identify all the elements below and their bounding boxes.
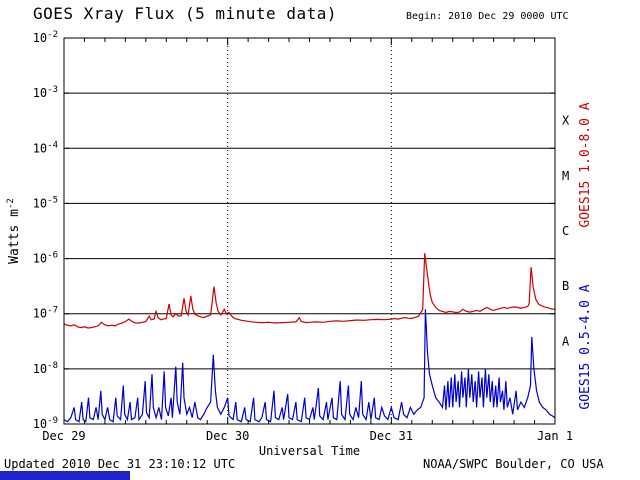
chart-title: GOES Xray Flux (5 minute data) <box>33 4 337 23</box>
y-tick-label: 10-2 <box>33 30 58 45</box>
y-tick-label: 10-5 <box>33 195 58 210</box>
updated-timestamp: Updated 2010 Dec 31 23:10:12 UTC <box>4 457 236 471</box>
flare-class-label-A: A <box>562 334 570 348</box>
y-tick-label: 10-7 <box>33 306 58 321</box>
y-tick-label: 10-9 <box>33 416 58 431</box>
y-axis-title: Watts m-2 <box>6 198 22 264</box>
flare-class-label-X: X <box>562 114 570 128</box>
y-axis-title-base: Watts m <box>7 209 23 264</box>
x-axis-title: Universal Time <box>258 444 361 458</box>
x-tick-label: Dec 30 <box>206 429 249 443</box>
x-tick-label: Dec 29 <box>42 429 85 443</box>
footer-blue-bar <box>0 471 130 480</box>
y-tick-label: 10-6 <box>33 251 58 266</box>
y-tick-label: 10-3 <box>33 85 58 100</box>
series-line-short-05-4A <box>63 309 556 423</box>
right-axis-series-label-long: GOES15 1.0-8.0 A <box>578 102 593 227</box>
x-tick-label: Jan 1 <box>537 429 573 443</box>
plot-border <box>63 37 556 425</box>
y-tick-label: 10-4 <box>33 140 58 155</box>
flare-class-label-M: M <box>562 169 569 183</box>
flare-class-label-B: B <box>562 279 569 293</box>
y-tick-label: 10-8 <box>33 361 58 376</box>
credit-label: NOAA/SWPC Boulder, CO USA <box>423 457 604 471</box>
series-line-long-1-8A <box>63 253 556 329</box>
x-tick-label: Dec 31 <box>370 429 413 443</box>
y-axis-title-exponent: -2 <box>5 198 16 210</box>
right-axis-series-label-short: GOES15 0.5-4.0 A <box>578 284 593 409</box>
flare-class-label-C: C <box>562 224 569 238</box>
begin-time-label: Begin: 2010 Dec 29 0000 UTC <box>406 11 569 22</box>
